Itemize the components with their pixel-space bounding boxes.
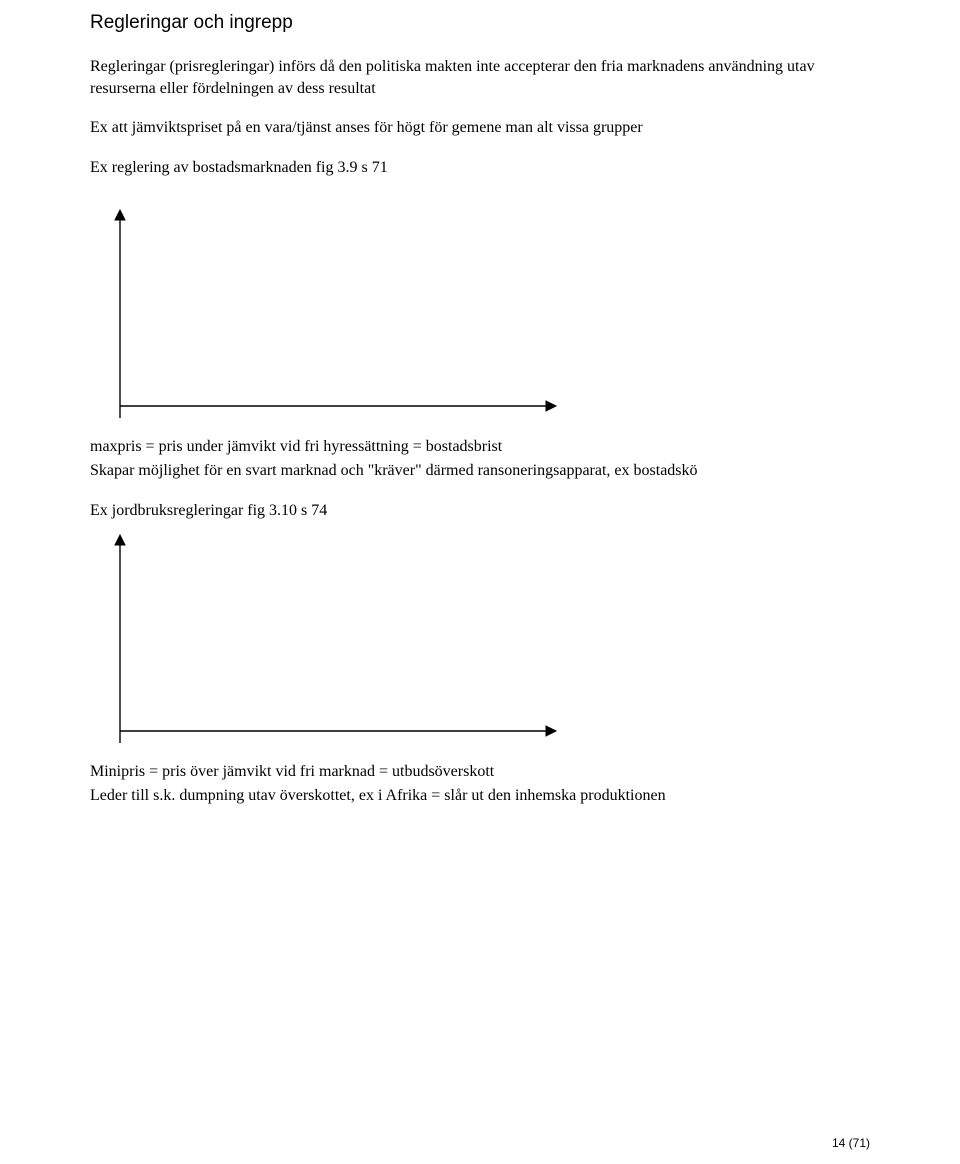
axes-diagram-1 (90, 206, 870, 431)
page: Regleringar och ingrepp Regleringar (pri… (0, 0, 960, 1164)
axes-svg (90, 531, 570, 751)
paragraph-minipris: Minipris = pris över jämvikt vid fri mar… (90, 761, 870, 783)
axes-diagram-2 (90, 531, 870, 756)
paragraph-example-1: Ex att jämviktspriset på en vara/tjänst … (90, 117, 870, 139)
paragraph-example-2: Ex reglering av bostadsmarknaden fig 3.9… (90, 157, 870, 179)
paragraph-maxpris: maxpris = pris under jämvikt vid fri hyr… (90, 436, 870, 458)
axes-svg (90, 206, 570, 426)
axes-group (115, 210, 556, 418)
page-number: 14 (71) (832, 1136, 870, 1150)
section-heading: Regleringar och ingrepp (90, 12, 870, 34)
paragraph-maxpris-cont: Skapar möjlighet för en svart marknad oc… (90, 460, 870, 482)
paragraph-minipris-cont: Leder till s.k. dumpning utav överskotte… (90, 785, 870, 807)
paragraph-intro: Regleringar (prisregleringar) införs då … (90, 56, 870, 99)
paragraph-example-3: Ex jordbruksregleringar fig 3.10 s 74 (90, 500, 870, 522)
axes-group (115, 535, 556, 743)
